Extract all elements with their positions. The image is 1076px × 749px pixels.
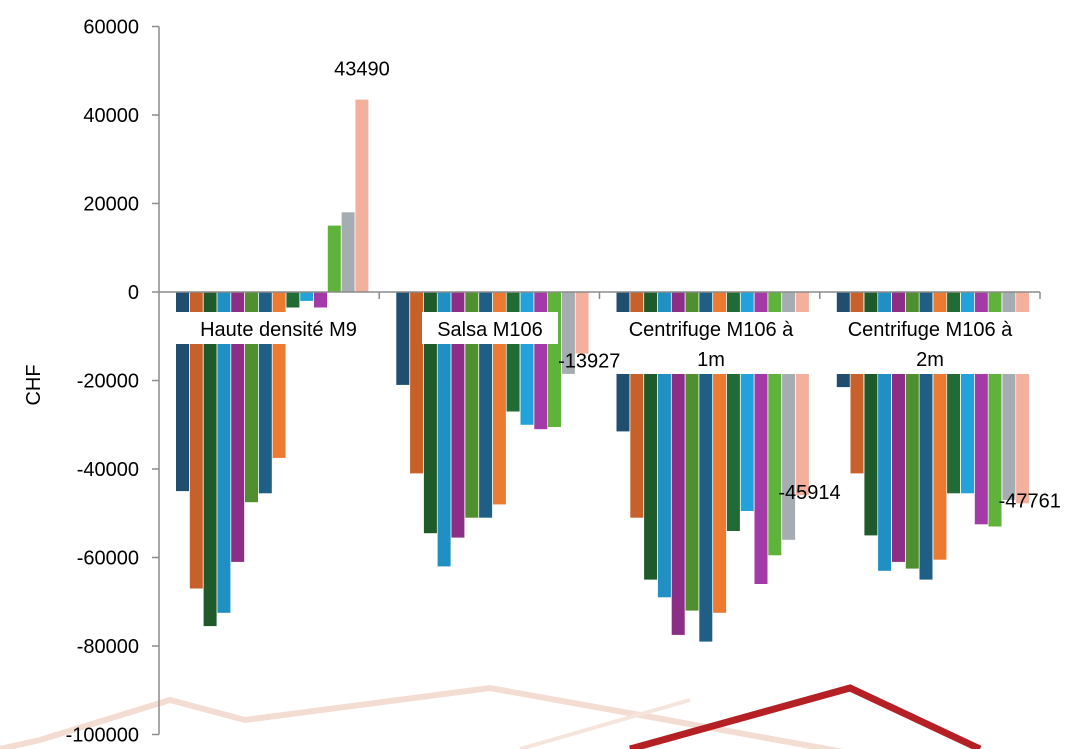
category-label-background: [822, 312, 1038, 374]
y-tick-label: 20000: [83, 194, 139, 216]
category-label-background: [604, 312, 818, 374]
y-tick-label: -60000: [77, 548, 139, 570]
bar-0-5: [245, 292, 258, 503]
bar-0-3: [217, 292, 231, 613]
bar-1-3: [437, 292, 451, 567]
bar-1-0: [396, 292, 410, 385]
bar-0-4: [231, 292, 245, 562]
bar-0-8: [286, 292, 300, 308]
bar-1-2: [423, 292, 437, 534]
data-label: -13927: [558, 351, 620, 373]
bar-0-12: [341, 212, 355, 292]
y-tick-label: -40000: [77, 459, 139, 481]
y-tick-label: -100000: [66, 725, 139, 747]
category-label-background: [422, 312, 558, 344]
watermark-zigzag-red: [629, 684, 982, 749]
bar-1-8: [506, 292, 520, 412]
x-category-label-line: Centrifuge M106 à: [629, 319, 794, 341]
bar-1-1: [410, 292, 424, 474]
watermark-zigzag-light-2: [519, 698, 691, 749]
y-tick-label: 0: [128, 282, 139, 304]
y-tick-label: 40000: [83, 105, 139, 127]
bar-2-4: [671, 292, 685, 635]
x-category-label: Centrifuge M106 à 1m: [629, 319, 794, 371]
x-category-label-line: Haute densité M9: [200, 319, 357, 341]
category-labels-group: Haute densité M9 Salsa M106 Centrifuge M10…: [176, 312, 1038, 374]
x-category-label: Haute densité M9: [200, 319, 357, 341]
data-labels-group: 43490 -13927 -45914 -47761: [334, 59, 1061, 513]
bar-0-11: [327, 225, 341, 292]
x-category-label-line: 2m: [916, 349, 944, 371]
bar-1-4: [451, 292, 465, 538]
data-label: -45914: [778, 482, 840, 504]
bar-0-2: [203, 292, 217, 627]
x-category-label-line: Salsa M106: [437, 319, 543, 341]
data-label: 43490: [334, 59, 390, 81]
bar-0-13: [355, 99, 369, 292]
bar-0-9: [300, 292, 314, 301]
y-tick-label: -80000: [77, 636, 139, 658]
bar-0-10: [314, 292, 327, 308]
y-tick-label: -20000: [77, 371, 139, 393]
x-category-label: Centrifuge M106 à 2m: [848, 319, 1013, 371]
x-category-label-line: 1m: [697, 349, 725, 371]
bar-1-9: [520, 292, 534, 425]
axes-group: 60000 40000 20000 0 -20000 -40000 -60000 -80000…: [66, 17, 1041, 747]
bar-1-5: [465, 292, 479, 518]
x-category-label-line: Centrifuge M106 à: [848, 319, 1013, 341]
bar-2-6: [699, 292, 713, 642]
category-label-background: [176, 312, 381, 344]
x-category-label: Salsa M106: [437, 319, 543, 341]
background-watermark: [0, 684, 982, 749]
y-tick-label: 60000: [83, 17, 139, 39]
bar-1-13: [575, 292, 589, 354]
y-axis-title: CHF: [23, 364, 45, 405]
bar-1-6: [479, 292, 493, 518]
data-label: -47761: [999, 490, 1061, 512]
bar-1-12: [561, 292, 575, 374]
bar-0-1: [189, 292, 203, 589]
bar-1-7: [492, 292, 506, 505]
